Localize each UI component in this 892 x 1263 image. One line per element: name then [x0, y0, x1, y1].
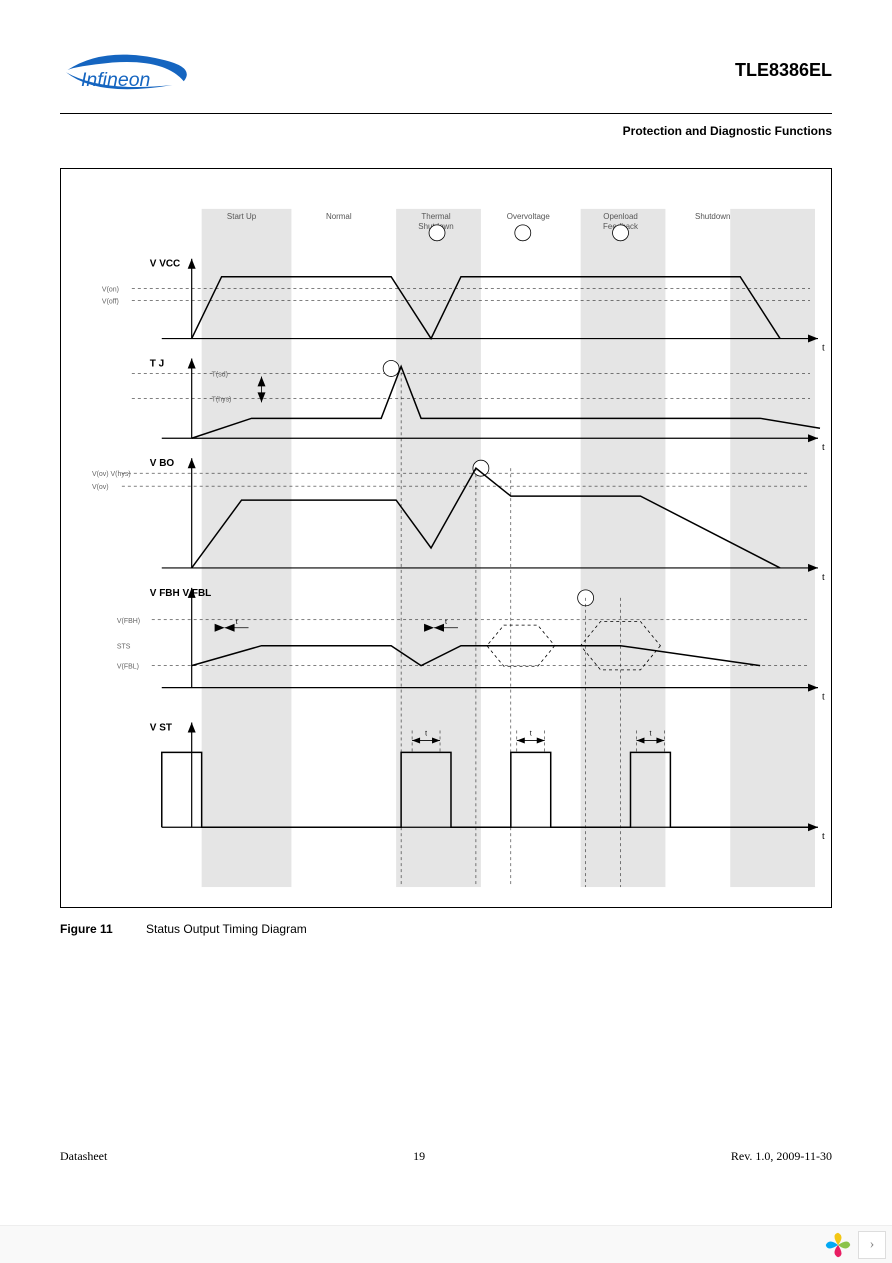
svg-text:V(FBH): V(FBH): [117, 618, 140, 625]
svg-text:t: t: [822, 572, 825, 583]
svg-text:STS: STS: [117, 644, 131, 651]
svg-text:t: t: [822, 442, 825, 453]
svg-text:Openload: Openload: [603, 212, 638, 221]
footer-page-number: 19: [413, 1149, 425, 1164]
footer-left: Datasheet: [60, 1149, 107, 1164]
logo: Infineon: [60, 50, 210, 105]
svg-text:V(ov): V(ov): [92, 484, 109, 491]
svg-text:t: t: [236, 619, 238, 626]
svg-text:Shutdown: Shutdown: [695, 212, 730, 221]
svg-text:V ST: V ST: [150, 722, 172, 733]
svg-text:T(sd): T(sd): [212, 371, 228, 378]
svg-text:t: t: [425, 730, 427, 737]
svg-text:t: t: [822, 343, 825, 354]
svg-text:T J: T J: [150, 358, 164, 369]
page-header: Infineon TLE8386EL: [60, 50, 832, 114]
svg-text:Start Up: Start Up: [227, 212, 257, 221]
svg-text:V(ov) V(hys): V(ov) V(hys): [92, 471, 131, 478]
svg-text:V(off): V(off): [102, 299, 119, 306]
timing-diagram-svg: Start Up Normal Thermal Shutdown Overvoltage…: [61, 169, 831, 907]
timing-diagram-figure: Start Up Normal Thermal Shutdown Overvoltage…: [60, 168, 832, 908]
svg-text:V(on): V(on): [102, 287, 119, 294]
svg-text:t: t: [649, 730, 651, 737]
svg-text:T(hys): T(hys): [212, 396, 232, 403]
figure-caption: Figure 11 Status Output Timing Diagram: [60, 922, 832, 936]
svg-text:V(FBL): V(FBL): [117, 664, 139, 671]
svg-text:V VCC: V VCC: [150, 259, 180, 270]
svg-text:t: t: [822, 692, 825, 703]
svg-text:t: t: [822, 831, 825, 842]
figure-caption-text: Status Output Timing Diagram: [146, 922, 307, 936]
chevron-right-icon: ›: [870, 1237, 875, 1253]
svg-text:V FBH V FBL: V FBH V FBL: [150, 588, 211, 599]
svg-text:Infineon: Infineon: [81, 69, 150, 91]
svg-text:t: t: [445, 619, 447, 626]
pinwheel-icon[interactable]: [824, 1231, 852, 1259]
section-title: Protection and Diagnostic Functions: [60, 124, 832, 138]
next-page-button[interactable]: ›: [858, 1231, 886, 1259]
footer-revision: Rev. 1.0, 2009-11-30: [731, 1149, 832, 1164]
svg-text:Overvoltage: Overvoltage: [507, 212, 551, 221]
figure-number: Figure 11: [60, 922, 113, 936]
svg-text:t: t: [530, 730, 532, 737]
part-number: TLE8386EL: [735, 60, 832, 81]
svg-text:V BO: V BO: [150, 458, 175, 469]
infineon-logo-icon: Infineon: [60, 50, 210, 105]
svg-text:Thermal: Thermal: [421, 212, 450, 221]
page-footer: Datasheet 19 Rev. 1.0, 2009-11-30: [60, 1149, 832, 1164]
viewer-toolbar: ›: [0, 1225, 892, 1263]
svg-text:Normal: Normal: [326, 212, 352, 221]
